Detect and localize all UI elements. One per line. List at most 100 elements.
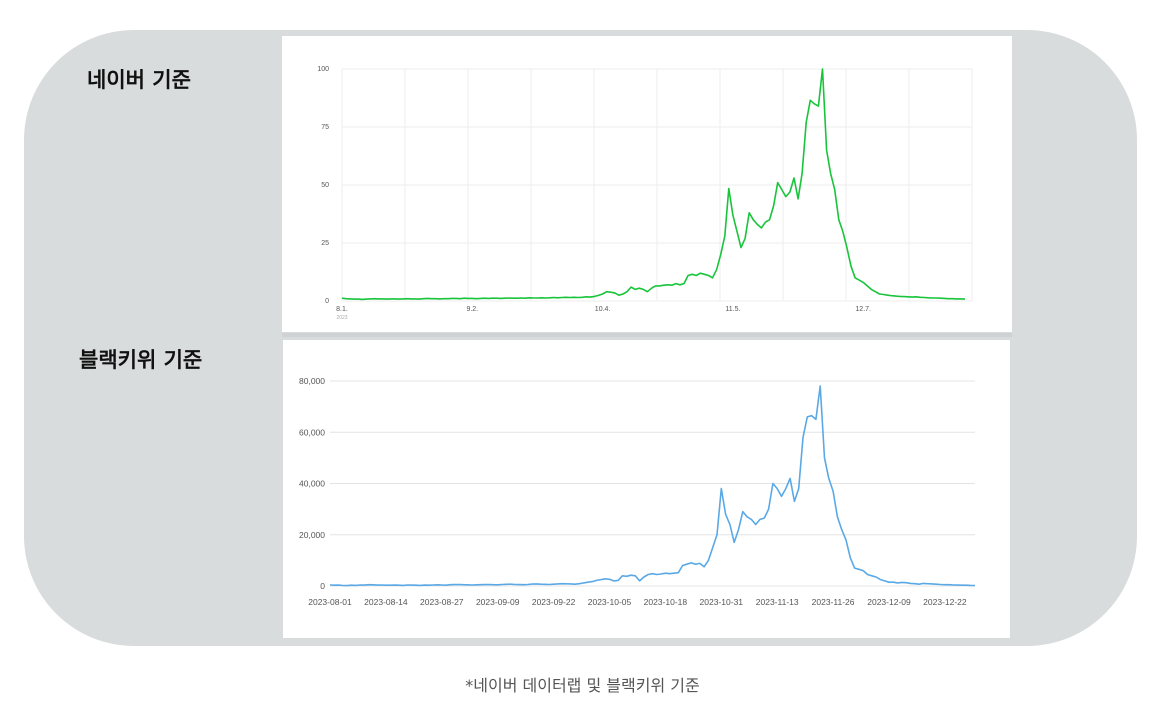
data-point	[540, 584, 541, 585]
naver-trend-chart: 0 25 50 75 100 8.1. 9.2. 10.4. 11.5. 12.7. 2023	[317, 66, 973, 321]
x-tick-label: 2023-11-13	[756, 597, 799, 607]
data-point	[824, 457, 825, 458]
data-point	[427, 298, 428, 299]
data-point	[460, 298, 461, 299]
source-caption: *네이버 데이터랩 및 블랙키위 기준	[465, 676, 700, 695]
data-point	[815, 419, 816, 420]
data-point	[537, 297, 538, 298]
data-point	[471, 584, 472, 585]
data-point	[480, 584, 481, 585]
x-tick-label: 8.1.	[336, 306, 348, 313]
data-point	[661, 573, 662, 574]
data-point	[729, 524, 730, 525]
data-point	[794, 501, 795, 502]
data-point	[914, 583, 915, 584]
data-point	[871, 289, 872, 290]
data-point	[390, 298, 391, 299]
x-tick-label: 2023-11-26	[812, 597, 855, 607]
data-point	[351, 585, 352, 586]
data-point	[734, 542, 735, 543]
data-point	[385, 585, 386, 586]
data-point	[346, 298, 347, 299]
data-point	[407, 584, 408, 585]
data-point	[700, 273, 701, 274]
data-point	[354, 299, 355, 300]
data-point	[411, 585, 412, 586]
data-point	[928, 297, 929, 298]
blackkiwi-label: 블랙키위 기준	[79, 348, 203, 372]
data-point	[790, 478, 791, 479]
data-point	[508, 297, 509, 298]
data-point	[966, 585, 967, 586]
data-point	[403, 585, 404, 586]
data-point	[428, 585, 429, 586]
data-point	[931, 583, 932, 584]
data-point	[639, 580, 640, 581]
data-point	[514, 584, 515, 585]
data-point	[764, 518, 765, 519]
data-point	[544, 584, 545, 585]
data-point	[789, 191, 790, 192]
data-point	[553, 584, 554, 585]
data-point	[411, 298, 412, 299]
data-point	[663, 285, 664, 286]
data-point	[578, 297, 579, 298]
data-point	[541, 297, 542, 298]
x-tick-label: 12.7.	[855, 306, 871, 313]
data-point	[837, 516, 838, 517]
data-point	[600, 579, 601, 580]
data-point	[867, 574, 868, 575]
data-point	[855, 277, 856, 278]
data-point	[834, 189, 835, 190]
x-tick-label: 2023-08-27	[420, 597, 464, 607]
data-point	[863, 570, 864, 571]
data-point	[398, 585, 399, 586]
x-tick-label: 9.2.	[466, 306, 478, 313]
data-point	[725, 514, 726, 515]
x-tick-label: 2023-09-09	[476, 597, 520, 607]
data-point	[923, 583, 924, 584]
data-point	[867, 285, 868, 286]
data-point	[350, 298, 351, 299]
data-point	[618, 295, 619, 296]
data-point	[753, 219, 754, 220]
data-point	[606, 291, 607, 292]
data-point	[574, 297, 575, 298]
data-point	[932, 297, 933, 298]
x-tick-label: 2023-10-05	[588, 597, 632, 607]
data-point	[655, 285, 656, 286]
data-point	[854, 568, 855, 569]
data-point	[888, 582, 889, 583]
data-point	[582, 297, 583, 298]
data-point	[736, 231, 737, 232]
data-point	[919, 584, 920, 585]
data-point	[510, 584, 511, 585]
data-point	[907, 296, 908, 297]
data-point	[447, 298, 448, 299]
data-point	[614, 292, 615, 293]
data-point	[912, 297, 913, 298]
data-point	[630, 575, 631, 576]
x-tick-label: 2023-08-14	[364, 597, 408, 607]
data-point	[818, 106, 819, 107]
data-point	[820, 386, 821, 387]
data-point	[423, 298, 424, 299]
data-point	[443, 298, 444, 299]
data-point	[814, 103, 815, 104]
x-tick-label: 2023-10-31	[700, 597, 744, 607]
data-point	[806, 122, 807, 123]
data-point	[807, 416, 808, 417]
data-point	[512, 298, 513, 299]
data-point	[370, 298, 371, 299]
data-point	[875, 291, 876, 292]
data-point	[403, 298, 404, 299]
data-point	[586, 296, 587, 297]
data-point	[842, 231, 843, 232]
data-point	[622, 293, 623, 294]
y-tick-label: 0	[325, 298, 329, 305]
data-point	[802, 173, 803, 174]
data-point	[570, 583, 571, 584]
data-point	[488, 298, 489, 299]
data-point	[613, 580, 614, 581]
data-point	[587, 582, 588, 583]
